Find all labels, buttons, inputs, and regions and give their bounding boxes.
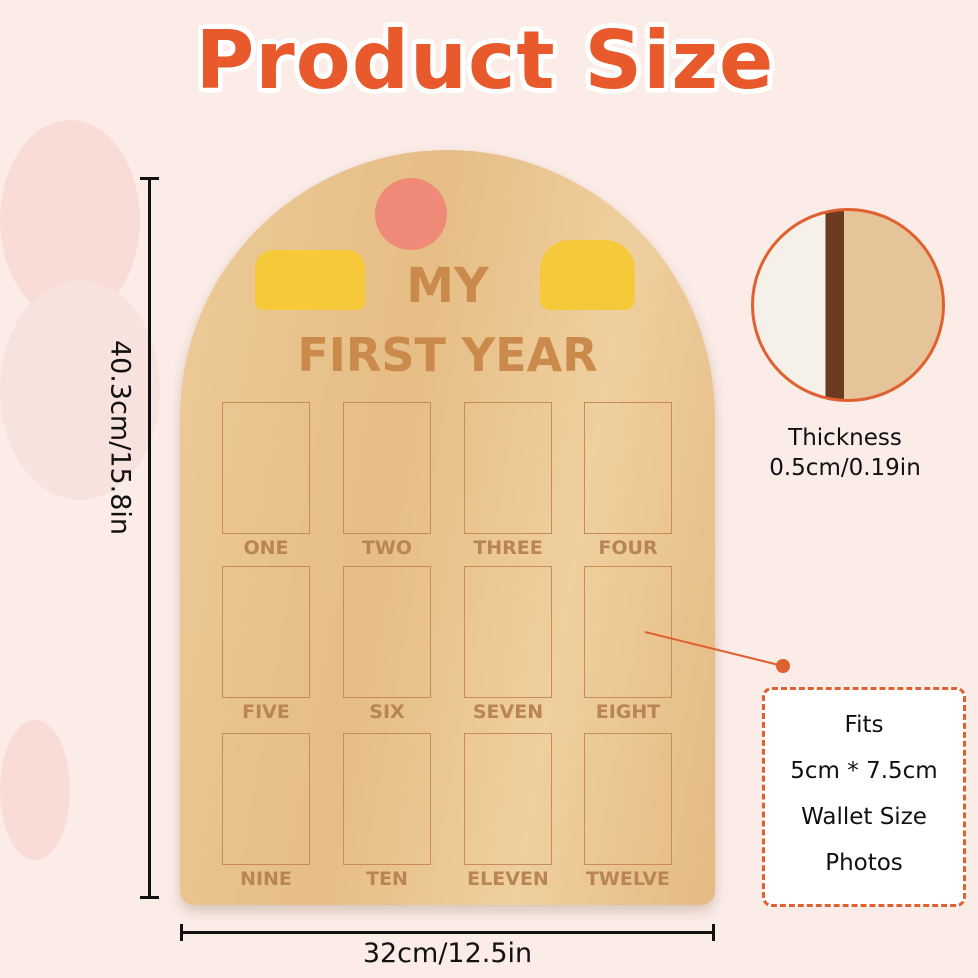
- photo-slot: [343, 733, 431, 865]
- photo-size-callout: Fits 5cm * 7.5cm Wallet Size Photos: [762, 687, 966, 907]
- toy-car-icon: [255, 250, 365, 310]
- width-dimension-line: [180, 931, 715, 934]
- milestone-board: MY FIRST YEAR ONE TWO THREE FOUR FIVE SIX SEVE…: [180, 150, 715, 905]
- photo-slot: [343, 402, 431, 534]
- photo-slot: [464, 402, 552, 534]
- rocking-horse-icon: [540, 240, 635, 310]
- fits-line: Photos: [825, 850, 903, 876]
- height-label: 40.3cm/15.8in: [104, 339, 136, 536]
- month-label: NINE: [240, 868, 292, 890]
- photo-slot: [584, 566, 672, 698]
- photo-slot: [222, 566, 310, 698]
- month-label: ONE: [243, 537, 289, 559]
- fits-line: 5cm * 7.5cm: [790, 758, 938, 784]
- month-label: TWELVE: [585, 868, 671, 890]
- photo-slot: [464, 566, 552, 698]
- photo-slot: [343, 566, 431, 698]
- month-label: EIGHT: [595, 701, 661, 723]
- month-label: ELEVEN: [467, 868, 549, 890]
- page-title: Product Size: [195, 14, 775, 107]
- month-label: TEN: [366, 868, 408, 890]
- photo-slot: [584, 402, 672, 534]
- month-label: FOUR: [598, 537, 658, 559]
- background-heart: [0, 280, 160, 500]
- rattle-icon: [375, 178, 447, 250]
- height-dimension-line: [148, 178, 151, 898]
- thickness-value: 0.5cm/0.19in: [769, 455, 921, 481]
- background-heart: [0, 720, 70, 860]
- photo-slot: [464, 733, 552, 865]
- width-label: 32cm/12.5in: [362, 938, 533, 969]
- fits-line: Fits: [844, 712, 884, 738]
- thickness-closeup: [751, 208, 945, 402]
- month-label: SEVEN: [472, 701, 544, 723]
- photo-slot: [222, 733, 310, 865]
- month-label: THREE: [473, 537, 543, 559]
- month-label: FIVE: [242, 701, 290, 723]
- board-heading-first-year: FIRST YEAR: [297, 328, 598, 382]
- photo-slot: [584, 733, 672, 865]
- month-label: TWO: [361, 537, 413, 559]
- photo-slot: [222, 402, 310, 534]
- callout-pointer: [644, 631, 790, 673]
- thickness-label: Thickness: [788, 425, 902, 451]
- fits-line: Wallet Size: [801, 804, 927, 830]
- board-heading-my: MY: [406, 258, 489, 314]
- month-label: SIX: [369, 701, 405, 723]
